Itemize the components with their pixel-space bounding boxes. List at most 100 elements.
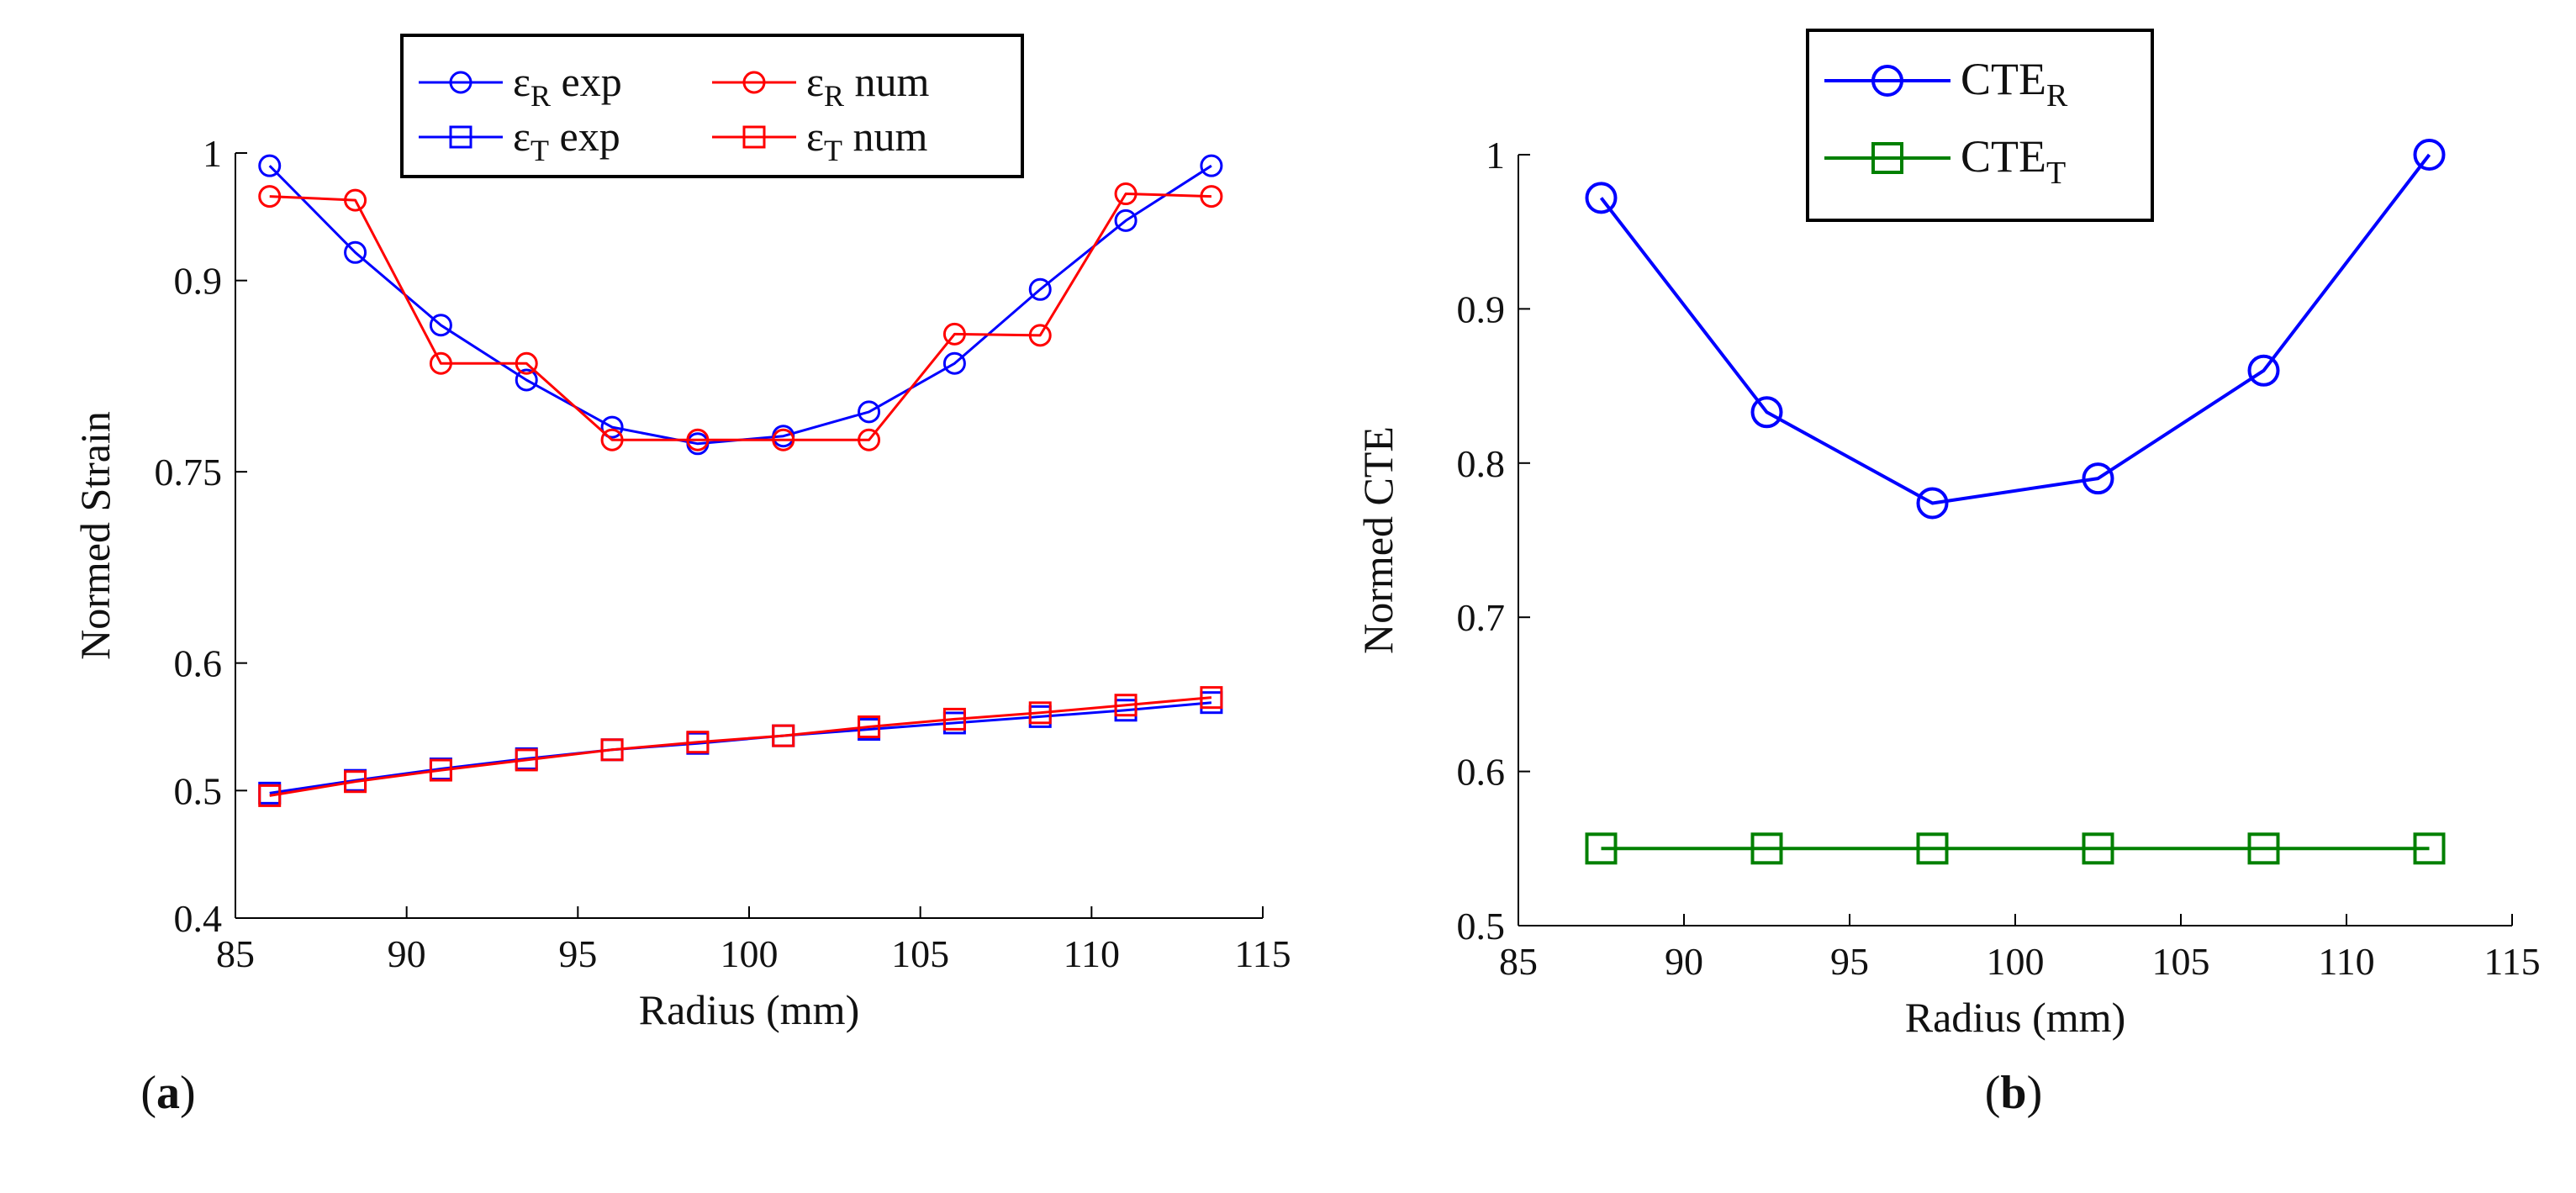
data-point: [258, 185, 282, 209]
x-tick-label: 85: [1499, 940, 1538, 983]
legend-item: CTET: [1824, 131, 2066, 191]
y-tick-label: 0.9: [174, 260, 223, 303]
data-point: [344, 240, 367, 264]
data-point: [1585, 182, 1618, 214]
legend-label: εT num: [806, 113, 928, 167]
legend-name: CTE: [1961, 131, 2046, 182]
legend-symbol: ε: [513, 113, 531, 160]
panel-label: (b): [1985, 1067, 2042, 1119]
data-point: [942, 322, 966, 346]
y-tick-label: 0.8: [1457, 442, 1506, 485]
legend-label: εR exp: [513, 58, 622, 113]
data-point: [515, 368, 538, 392]
y-tick-label: 0.5: [174, 769, 223, 812]
legend-name: CTE: [1961, 54, 2046, 104]
x-tick-label: 115: [1234, 932, 1291, 975]
legend-marker: [742, 71, 766, 94]
data-point: [858, 428, 881, 451]
data-point: [429, 351, 452, 375]
legend-marker: [1871, 65, 1903, 97]
data-point: [686, 731, 710, 754]
legend-name: exp: [560, 113, 620, 160]
y-tick-label: 0.75: [155, 451, 223, 494]
legend-spacer: [844, 58, 855, 105]
legend-marker: [742, 125, 766, 149]
x-tick-label: 90: [1665, 940, 1703, 983]
data-point: [1916, 832, 1949, 865]
legend-label: εT exp: [513, 113, 620, 167]
data-point: [1200, 154, 1223, 177]
legend-name: num: [855, 58, 930, 105]
x-tick-label: 100: [1987, 940, 2045, 983]
series-line-eps-t-num: [269, 696, 1212, 797]
legend-item: εT num: [712, 113, 928, 167]
series-line-eps-t-exp: [269, 701, 1212, 794]
data-point: [2247, 354, 2280, 387]
y-tick-label: 0.4: [174, 897, 223, 940]
y-tick-label: 1: [1486, 134, 1505, 177]
data-point: [515, 351, 538, 375]
legend-subscript: T: [824, 134, 842, 167]
panel-label-open: (: [140, 1067, 156, 1119]
panel-label-open: (: [1985, 1067, 2001, 1119]
x-tick-label: 95: [1830, 940, 1869, 983]
legend-marker: [449, 71, 472, 94]
data-point: [2247, 832, 2280, 865]
panel-label-close: ): [180, 1067, 196, 1119]
panel-label-letter: a: [156, 1067, 180, 1119]
panel-b-cte-chart: 85 90 95 100 105 110 115 0.5 0.6 0.7 0.8 0.9 1 Radius…: [1354, 29, 2541, 1119]
y-tick-label: 0.9: [1457, 288, 1506, 330]
data-point: [600, 415, 624, 439]
data-point: [772, 428, 795, 451]
legend-subscript: T: [2046, 156, 2066, 191]
y-tick-label: 0.6: [1457, 751, 1506, 794]
data-point: [2413, 139, 2446, 171]
legend-name: exp: [562, 58, 622, 105]
legend-marker: [449, 125, 472, 149]
legend-spacer: [842, 113, 853, 160]
data-point: [344, 770, 367, 794]
legend-spacer: [551, 58, 562, 105]
data-point: [1750, 396, 1783, 429]
legend-item: CTER: [1824, 54, 2068, 113]
legend-symbol: ε: [806, 58, 824, 105]
data-point: [429, 314, 452, 337]
legend-subscript: R: [824, 79, 844, 113]
legend-item: εR exp: [419, 58, 622, 113]
data-point: [258, 784, 282, 807]
data-point: [1114, 182, 1138, 206]
data-point: [1200, 185, 1223, 209]
x-tick-label: 85: [216, 932, 255, 975]
x-tick-label: 115: [2484, 940, 2540, 983]
data-point: [942, 707, 966, 731]
legend-symbol: ε: [806, 113, 824, 160]
y-axis-label: Normed Strain: [71, 411, 119, 660]
data-point: [2413, 832, 2446, 865]
data-point: [1028, 324, 1052, 347]
data-point: [2082, 832, 2114, 865]
y-axis-label: Normed CTE: [1354, 426, 1401, 654]
x-axis-label: Radius (mm): [639, 986, 859, 1033]
data-point: [772, 724, 795, 747]
data-point: [1750, 832, 1783, 865]
x-tick-label: 110: [1064, 932, 1120, 975]
legend-box: [400, 34, 1024, 178]
data-point: [1028, 701, 1052, 725]
legend-subscript: R: [2046, 78, 2068, 113]
legend-subscript: R: [531, 79, 551, 113]
legend-name: num: [853, 113, 928, 160]
legend-marker: [1871, 142, 1903, 174]
y-tick-label: 0.7: [1457, 596, 1506, 639]
x-tick-label: 95: [558, 932, 597, 975]
data-point: [600, 738, 624, 762]
panel-label-letter: b: [2000, 1067, 2026, 1119]
legend-label: εR num: [806, 58, 930, 113]
data-point: [1114, 694, 1138, 717]
panel-label: (a): [140, 1067, 195, 1119]
data-point: [1200, 686, 1223, 710]
data-point: [686, 428, 710, 451]
data-point: [429, 758, 452, 782]
